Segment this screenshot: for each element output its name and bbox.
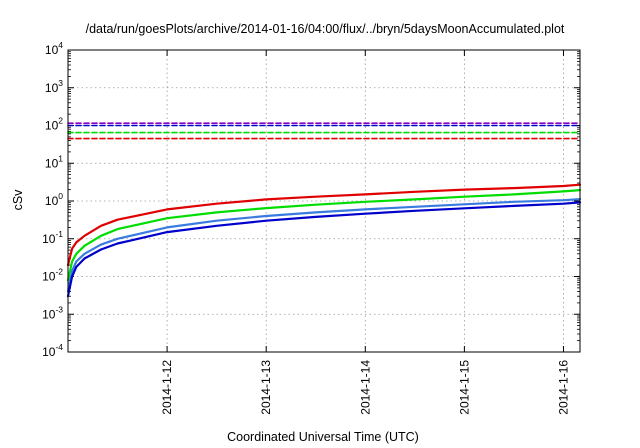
y-tick-base: 10 (45, 156, 59, 170)
y-tick-exponent: -3 (55, 304, 63, 314)
y-tick-label: 102 (45, 116, 63, 133)
y-tick-label: 103 (45, 78, 63, 95)
series-lines (66, 122, 582, 298)
y-tick-exponent: 0 (58, 191, 63, 201)
y-tick-exponent: 2 (58, 116, 63, 126)
y-tick-base: 10 (42, 232, 56, 246)
series-line (66, 189, 582, 282)
x-tick-label: 2014-1-14 (358, 360, 372, 415)
y-tick-label: 10-1 (42, 229, 63, 246)
y-tick-label: 101 (45, 153, 63, 170)
y-tick-base: 10 (42, 270, 56, 284)
y-tick-base: 10 (45, 119, 59, 133)
series-line (66, 198, 582, 293)
y-tick-base: 10 (45, 194, 59, 208)
series-line (66, 201, 582, 298)
y-tick-base: 10 (42, 307, 56, 321)
y-tick-base: 10 (45, 81, 59, 95)
y-tick-label: 10-3 (42, 304, 63, 321)
y-axis-label: cSv (11, 189, 25, 211)
x-axis-label: Coordinated Universal Time (UTC) (227, 430, 419, 444)
y-tick-base: 10 (42, 345, 56, 359)
x-tick-label: 2014-1-16 (556, 360, 570, 415)
y-tick-label: 100 (45, 191, 63, 208)
y-tick-exponent: 1 (58, 153, 63, 163)
y-tick-exponent: -4 (55, 342, 63, 352)
y-tick-base: 10 (45, 43, 59, 57)
grid-lines (68, 50, 580, 352)
chart-title: /data/run/goesPlots/archive/2014-01-16/0… (86, 22, 565, 36)
x-tick-label: 2014-1-12 (160, 360, 174, 415)
y-tick-exponent: 4 (58, 40, 63, 50)
y-tick-label: 104 (45, 40, 63, 57)
plot-frame (67, 49, 581, 353)
x-tick-label: 2014-1-15 (457, 360, 471, 415)
series-line (66, 183, 582, 267)
y-tick-label: 10-4 (42, 342, 63, 359)
y-tick-exponent: -2 (55, 267, 63, 277)
y-tick-exponent: 3 (58, 78, 63, 88)
x-axis-ticks: 2014-1-12 2014-1-13 2014-1-14 2014-1-15 2014… (160, 50, 570, 415)
y-tick-exponent: -1 (55, 229, 63, 239)
x-tick-label: 2014-1-13 (259, 360, 273, 415)
y-tick-label: 10-2 (42, 267, 63, 284)
